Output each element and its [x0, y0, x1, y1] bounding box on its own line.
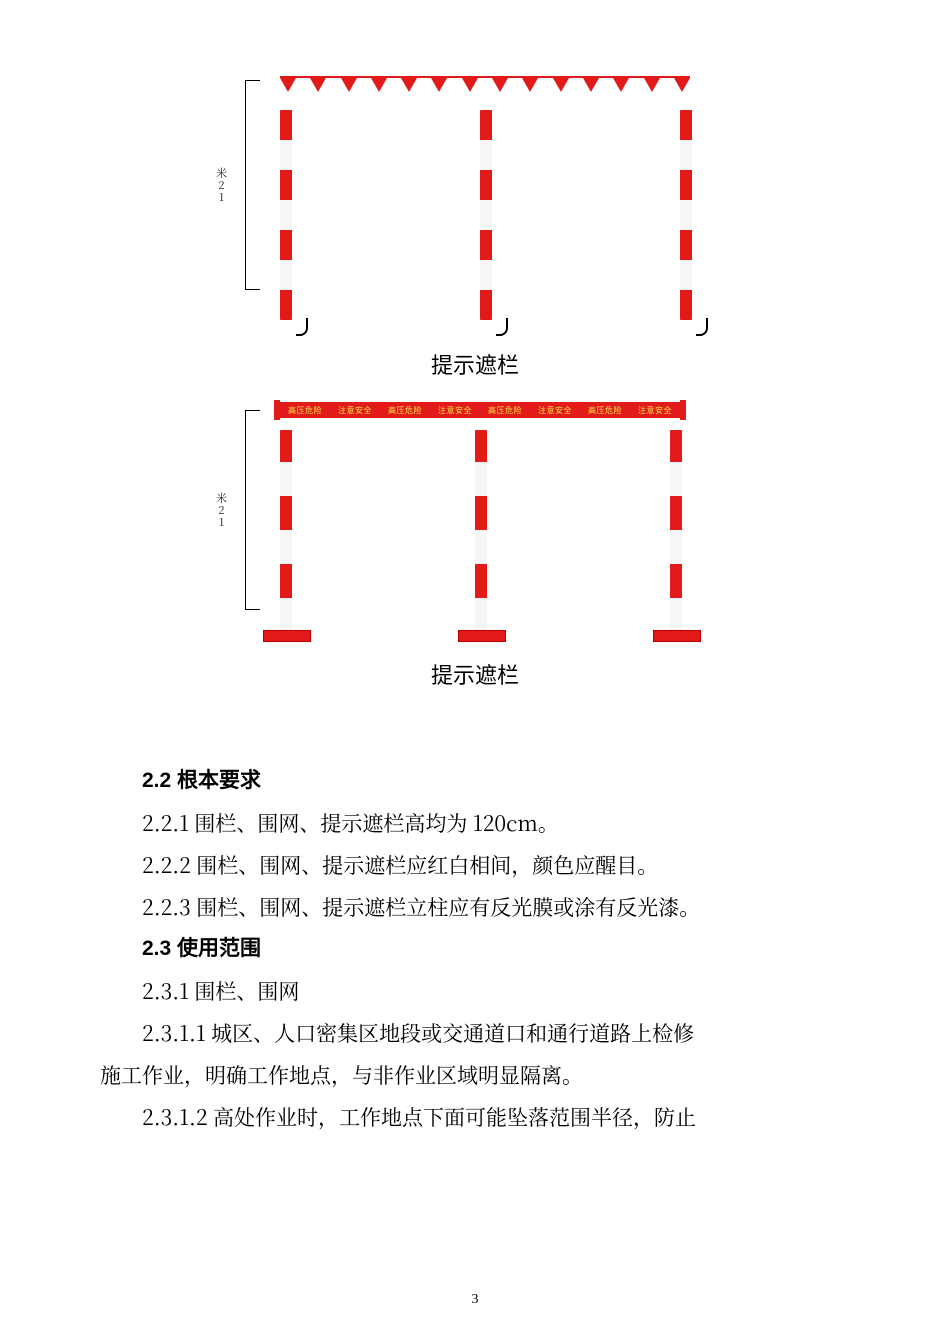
pennant-icon — [674, 78, 690, 92]
banner-label: 高压危险 — [488, 405, 522, 416]
warning-banner: 高压危险 注意安全 高压危险 注意安全 高压危险 注意安全 高压危险 注意安全 — [280, 402, 680, 418]
post-base-hook — [696, 318, 708, 336]
barrier-post — [280, 430, 292, 630]
barrier-post — [280, 110, 292, 320]
barrier-post — [680, 110, 692, 320]
figure-caption: 提示遮栏 — [210, 658, 740, 690]
post-base — [263, 630, 311, 642]
pennant-icon — [613, 78, 629, 92]
post-base — [458, 630, 506, 642]
banner-label: 高压危险 — [288, 405, 322, 416]
diagram-1: 米 2 1 — [210, 70, 740, 340]
banner-label: 高压危险 — [388, 405, 422, 416]
para-2311b: 施工作业，明确工作地点，与非作业区域明显隔离。 — [100, 1054, 850, 1096]
banner-label: 注意安全 — [338, 405, 372, 416]
pennant-icon — [431, 78, 447, 92]
banner-label: 注意安全 — [438, 405, 472, 416]
post-base-hook — [496, 318, 508, 336]
page: 米 2 1 提示遮栏 米 2 1 — [0, 0, 950, 1344]
banner-label: 注意安全 — [638, 405, 672, 416]
para-222: 2.2.2 围栏、围网、提示遮栏应红白相间，颜色应醒目。 — [100, 844, 850, 886]
para-231: 2.3.1 围栏、围网 — [100, 970, 850, 1012]
pennant-icon — [644, 78, 660, 92]
para-223: 2.2.3 围栏、围网、提示遮栏立柱应有反光膜或涂有反光漆。 — [100, 886, 850, 928]
pennant-icon — [401, 78, 417, 92]
pennant-icon — [462, 78, 478, 92]
pennant-row — [280, 78, 690, 94]
para-2312: 2.3.1.2 高处作业时，工作地点下面可能坠落范围半径，防止 — [100, 1096, 850, 1138]
dimension-label: 米 2 1 — [216, 167, 227, 203]
pennant-icon — [310, 78, 326, 92]
figure-caption: 提示遮栏 — [210, 348, 740, 380]
banner-label: 高压危险 — [588, 405, 622, 416]
pennant-icon — [583, 78, 599, 92]
para-2311a: 2.3.1.1 城区、人口密集区地段或交通道口和通行道路上检修 — [100, 1012, 850, 1054]
pennant-icon — [280, 78, 296, 92]
banner-label: 注意安全 — [538, 405, 572, 416]
para-221: 2.2.1 围栏、围网、提示遮栏高均为 120cm。 — [100, 802, 850, 844]
figures: 米 2 1 提示遮栏 米 2 1 — [210, 70, 740, 690]
diagram-2: 米 2 1 高压危险 注意安全 高压危险 注意安全 高压危险 注意安全 高压危险 注意安全 — [210, 400, 740, 650]
body-text: 2.2 根本要求 2.2.1 围栏、围网、提示遮栏高均为 120cm。 2.2.… — [100, 760, 850, 1138]
dimension-bracket: 米 2 1 — [210, 80, 270, 290]
barrier-post — [480, 110, 492, 320]
pennant-icon — [553, 78, 569, 92]
barrier-post — [670, 430, 682, 630]
page-number: 3 — [0, 1292, 950, 1308]
barrier-post — [475, 430, 487, 630]
heading-2-2: 2.2 根本要求 — [100, 760, 850, 802]
pennant-icon — [371, 78, 387, 92]
pennant-icon — [492, 78, 508, 92]
dimension-bracket: 米 2 1 — [210, 410, 270, 610]
pennant-icon — [341, 78, 357, 92]
dimension-label: 米 2 1 — [216, 492, 227, 528]
pennant-icon — [522, 78, 538, 92]
post-base — [653, 630, 701, 642]
heading-2-3: 2.3 使用范围 — [100, 928, 850, 970]
post-base-hook — [296, 318, 308, 336]
